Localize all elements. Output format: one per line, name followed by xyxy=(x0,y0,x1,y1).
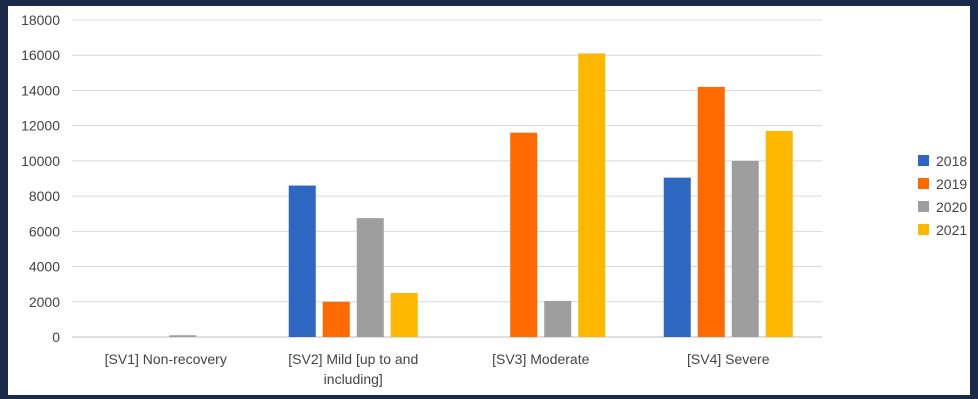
bar-2021-2 xyxy=(390,292,418,337)
bar-chart: 0 2000 4000 6000 8000 10000 12000 14000 16000 180… xyxy=(21,12,967,387)
y-tick-label: 18000 xyxy=(21,12,60,28)
x-tick-label: [SV4] Severe xyxy=(687,351,770,367)
bar-2019-4 xyxy=(697,86,725,337)
y-tick-label: 2000 xyxy=(29,294,60,310)
y-tick-label: 4000 xyxy=(29,259,60,275)
chart-panel: 0 2000 4000 6000 8000 10000 12000 14000 16000 180… xyxy=(8,6,970,395)
bar-2019-2 xyxy=(322,301,350,337)
bars xyxy=(169,53,793,337)
x-axis-ticks: [SV1] Non-recovery [SV2] Mild [up to and i… xyxy=(105,351,770,387)
y-axis-ticks: 0 2000 4000 6000 8000 10000 12000 14000 16000 180… xyxy=(21,12,60,345)
bar-2018-2 xyxy=(288,185,316,337)
y-tick-label: 16000 xyxy=(21,47,60,63)
x-tick-label: including] xyxy=(324,371,383,387)
bar-2020-1 xyxy=(169,335,197,337)
y-tick-label: 0 xyxy=(52,329,60,345)
y-tick-label: 6000 xyxy=(29,223,60,239)
legend: 2018 2019 2020 2021 xyxy=(918,153,967,238)
legend-swatch-2019 xyxy=(918,178,929,189)
x-tick-label: [SV3] Moderate xyxy=(492,351,589,367)
x-tick-label: [SV1] Non-recovery xyxy=(105,351,227,367)
gridlines xyxy=(72,19,822,338)
legend-swatch-2018 xyxy=(918,155,929,166)
bar-2021-4 xyxy=(765,130,793,337)
x-tick-label: [SV2] Mild [up to and xyxy=(288,351,418,367)
bar-2020-2 xyxy=(356,218,384,337)
legend-label-2019: 2019 xyxy=(936,176,967,192)
bar-2019-3 xyxy=(510,132,538,337)
legend-label-2020: 2020 xyxy=(936,199,967,215)
bar-2018-4 xyxy=(663,177,691,337)
bar-2021-3 xyxy=(578,53,606,337)
y-tick-label: 12000 xyxy=(21,118,60,134)
legend-label-2018: 2018 xyxy=(936,153,967,169)
y-tick-label: 10000 xyxy=(21,153,60,169)
legend-swatch-2021 xyxy=(918,224,929,235)
bar-2020-3 xyxy=(544,300,572,337)
bar-2020-4 xyxy=(731,160,759,337)
y-tick-label: 8000 xyxy=(29,188,60,204)
legend-swatch-2020 xyxy=(918,201,929,212)
y-tick-label: 14000 xyxy=(21,82,60,98)
legend-label-2021: 2021 xyxy=(936,222,967,238)
